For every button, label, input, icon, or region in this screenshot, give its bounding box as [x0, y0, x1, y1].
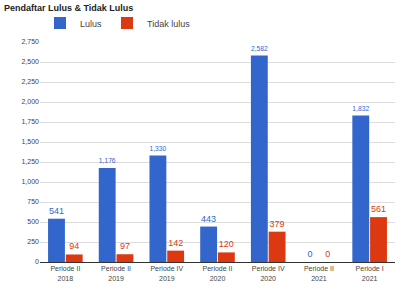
svg-text:2,582: 2,582	[251, 45, 268, 52]
svg-text:1,176: 1,176	[99, 157, 116, 164]
svg-text:Periode II2020: Periode II2020	[203, 265, 233, 281]
svg-text:1,250: 1,250	[21, 158, 39, 165]
svg-text:750: 750	[27, 198, 39, 205]
svg-text:Pendaftar Lulus & Tidak Lulus: Pendaftar Lulus & Tidak Lulus	[4, 3, 133, 13]
svg-text:500: 500	[27, 218, 39, 225]
svg-text:1,750: 1,750	[21, 118, 39, 125]
svg-text:1,832: 1,832	[352, 105, 369, 112]
svg-text:Lulus: Lulus	[80, 19, 102, 29]
svg-text:Periode IV2020: Periode IV2020	[252, 265, 285, 281]
svg-text:Periode II2021: Periode II2021	[304, 265, 334, 281]
svg-text:443: 443	[201, 214, 216, 224]
svg-text:120: 120	[219, 239, 234, 249]
svg-text:142: 142	[168, 238, 183, 248]
svg-text:94: 94	[69, 241, 79, 251]
svg-text:2,750: 2,750	[21, 38, 39, 45]
svg-text:0: 0	[35, 258, 39, 265]
svg-text:Periode II2019: Periode II2019	[101, 265, 131, 281]
svg-text:1,500: 1,500	[21, 138, 39, 145]
svg-text:541: 541	[49, 206, 64, 216]
svg-text:Periode II2018: Periode II2018	[50, 265, 80, 281]
svg-text:Tidak lulus: Tidak lulus	[147, 19, 190, 29]
svg-text:379: 379	[270, 219, 285, 229]
svg-text:2,500: 2,500	[21, 58, 39, 65]
svg-text:250: 250	[27, 238, 39, 245]
svg-text:Periode IV2019: Periode IV2019	[150, 265, 183, 281]
svg-text:0: 0	[308, 249, 313, 259]
svg-text:Periode I2021: Periode I2021	[356, 265, 384, 281]
svg-text:97: 97	[120, 241, 130, 251]
svg-text:1,000: 1,000	[21, 178, 39, 185]
svg-text:561: 561	[371, 204, 386, 214]
svg-text:0: 0	[325, 249, 330, 259]
svg-text:2,000: 2,000	[21, 98, 39, 105]
svg-text:1,330: 1,330	[149, 145, 166, 152]
svg-text:2,250: 2,250	[21, 78, 39, 85]
